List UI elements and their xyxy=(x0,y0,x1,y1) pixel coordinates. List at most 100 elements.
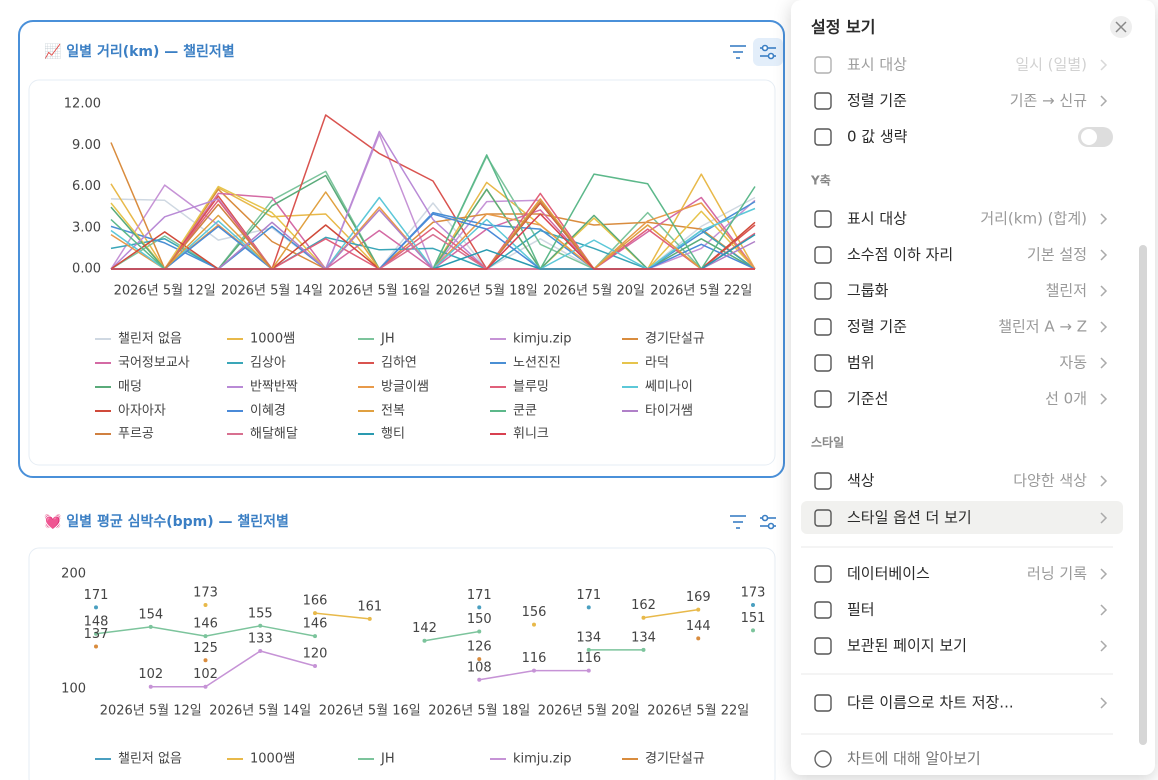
legend-label[interactable]: 방글이쌤 xyxy=(381,380,429,395)
point xyxy=(203,603,208,608)
menu-row[interactable]: 다른 이름으로 차트 저장... xyxy=(814,694,1108,712)
menu-row[interactable]: 범위 자동 xyxy=(814,354,1108,372)
legend-label[interactable]: 휘니크 xyxy=(513,427,549,442)
row-value: 자동 xyxy=(1059,354,1087,372)
data-label: 148 xyxy=(84,614,109,629)
row-value: 기존 → 신규 xyxy=(1010,92,1087,110)
settings-icon[interactable] xyxy=(760,514,776,530)
legend-label[interactable]: 김상아 xyxy=(250,356,286,371)
section-heading: Y축 xyxy=(810,173,831,188)
row-icon xyxy=(814,92,832,110)
x-tick-label: 2026년 5월 18일 xyxy=(436,284,538,299)
legend-label[interactable]: 국어정보교사 xyxy=(118,356,190,371)
point xyxy=(258,623,263,628)
row-label: 0 값 생략 xyxy=(847,128,908,146)
chevron xyxy=(1100,475,1108,487)
filter-icon[interactable] xyxy=(730,515,746,529)
legend-label[interactable]: 해달해달 xyxy=(250,427,298,442)
menu-row[interactable]: 그룹화 챌린저 xyxy=(814,282,1108,300)
filter-icon[interactable] xyxy=(730,45,746,59)
row-label: 데이터베이스 xyxy=(847,565,930,583)
x-tick-label: 2026년 5월 18일 xyxy=(428,704,530,719)
legend-label[interactable]: 1000쌤 xyxy=(250,332,295,347)
menu-row[interactable]: 표시 대상 일시 (일별) xyxy=(814,56,1108,74)
point xyxy=(313,611,317,616)
legend-label[interactable]: kimju.zip xyxy=(513,332,571,347)
row-value: 선 0개 xyxy=(1045,390,1087,408)
legend-label[interactable]: 쎄미나이 xyxy=(645,380,693,395)
legend-label[interactable]: 챌린저 없음 xyxy=(118,752,182,767)
legend-label[interactable]: 이혜경 xyxy=(250,404,286,419)
point xyxy=(696,607,701,612)
menu-row[interactable]: 정렬 기준 기존 → 신규 xyxy=(814,92,1108,110)
point xyxy=(148,624,153,629)
data-label: 126 xyxy=(467,640,492,655)
menu-row[interactable]: 스타일 옵션 더 보기 xyxy=(814,509,1108,527)
settings-panel: 설정 보기 Y축 스타일 차트에 대해 알아보기 표시 대상 일시 (일별) 정렬 … xyxy=(791,0,1155,775)
scrollbar[interactable] xyxy=(1139,245,1147,745)
legend-label[interactable]: 노션진진 xyxy=(513,356,561,371)
y-tick-label: 9.00 xyxy=(72,138,101,153)
menu-row[interactable]: 필터 xyxy=(814,601,1108,619)
chevron xyxy=(1100,321,1108,333)
y-tick-label: 100 xyxy=(61,682,86,697)
menu-row[interactable]: 정렬 기준 챌린저 A → Z xyxy=(814,318,1108,336)
plots: 0.00 3.00 6.00 9.00 12.00 2026년 5월 12일 2026년 5… xyxy=(61,97,765,767)
data-label: 133 xyxy=(248,632,273,647)
data-label: 171 xyxy=(576,588,601,603)
point xyxy=(94,631,98,636)
legend-label[interactable]: 블루밍 xyxy=(513,380,549,395)
menu-row[interactable]: 0 값 생략 xyxy=(814,128,908,146)
data-label: 125 xyxy=(193,641,218,656)
row-icon xyxy=(814,210,832,228)
section-heading: 스타일 xyxy=(811,435,844,450)
settings-button-bg[interactable] xyxy=(753,38,783,66)
data-label: 146 xyxy=(193,617,218,632)
legend-label[interactable]: kimju.zip xyxy=(513,752,571,767)
point xyxy=(751,628,755,633)
help-link[interactable]: 차트에 대해 알아보기 xyxy=(847,750,981,768)
legend-label[interactable]: 김하연 xyxy=(381,356,417,371)
legend-label[interactable]: 전복 xyxy=(381,404,405,419)
legend-label[interactable]: 타이거쌤 xyxy=(645,404,693,419)
row-label: 표시 대상 xyxy=(847,56,907,74)
row-value: 챌린저 A → Z xyxy=(998,318,1087,336)
row-icon xyxy=(814,282,832,300)
data-label: 151 xyxy=(741,611,766,626)
x-tick-label: 2026년 5월 14일 xyxy=(221,284,323,299)
row-label: 소수점 이하 자리 xyxy=(847,246,953,264)
data-label: 162 xyxy=(631,598,656,613)
settings-icon[interactable] xyxy=(760,44,776,60)
legend-label[interactable]: JH xyxy=(380,332,395,347)
legend-label[interactable]: 경기단설규 xyxy=(645,332,705,347)
menu-row[interactable]: 기준선 선 0개 xyxy=(814,390,1108,408)
legend-label[interactable]: 1000쌤 xyxy=(250,752,295,767)
chevron xyxy=(1100,249,1108,261)
point xyxy=(641,615,646,620)
menu-row[interactable]: 데이터베이스 러닝 기록 xyxy=(814,565,1108,583)
data-label: 161 xyxy=(357,599,382,614)
legend-label[interactable]: 아자아자 xyxy=(118,404,166,419)
menu-row[interactable]: 소수점 이하 자리 기본 설정 xyxy=(814,246,1108,264)
legend-label[interactable]: 챌린저 없음 xyxy=(118,332,182,347)
legend-label[interactable]: 행티 xyxy=(381,426,405,442)
legend-label[interactable]: 라덕 xyxy=(645,356,669,371)
x-tick-label: 2026년 5월 20일 xyxy=(543,284,645,299)
legend-label[interactable]: 반짝반짝 xyxy=(250,380,298,395)
chevron xyxy=(1100,604,1108,616)
menu-row[interactable]: 색상 다양한 색상 xyxy=(814,472,1108,490)
chevron xyxy=(1100,640,1108,652)
legend-label[interactable]: 푸르공 xyxy=(118,427,154,442)
menu-row[interactable]: 표시 대상 거리(km) (합계) xyxy=(814,210,1108,228)
legend-label[interactable]: 매덩 xyxy=(118,380,142,395)
legend-label[interactable]: 쿤쿤 xyxy=(513,404,537,419)
point xyxy=(313,664,317,668)
menu-row[interactable]: 보관된 페이지 보기 xyxy=(814,637,1108,655)
toggle-knob xyxy=(1081,129,1097,145)
chart-title: 📈 일별 거리(km) — 챌린저별 xyxy=(44,43,235,60)
data-label: 155 xyxy=(248,606,273,621)
legend-label[interactable]: JH xyxy=(380,752,395,767)
legend-label[interactable]: 경기단설규 xyxy=(645,752,705,767)
y-tick-label: 3.00 xyxy=(72,220,101,235)
